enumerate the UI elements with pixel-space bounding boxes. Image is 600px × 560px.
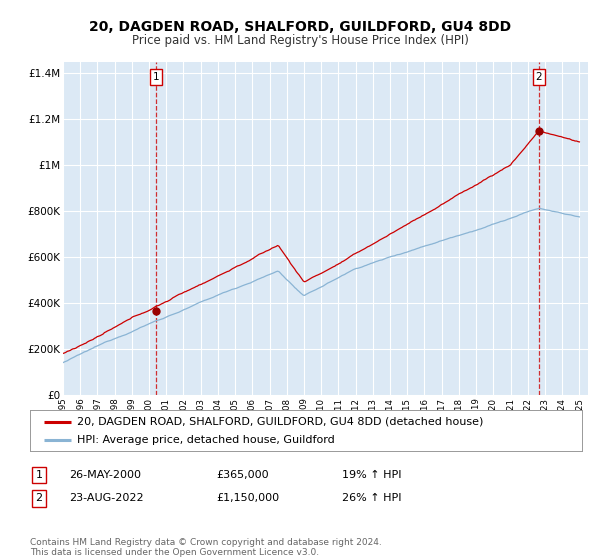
Text: Price paid vs. HM Land Registry's House Price Index (HPI): Price paid vs. HM Land Registry's House … bbox=[131, 34, 469, 46]
Text: 26% ↑ HPI: 26% ↑ HPI bbox=[342, 493, 401, 503]
Text: £1,150,000: £1,150,000 bbox=[216, 493, 279, 503]
Text: 23-AUG-2022: 23-AUG-2022 bbox=[69, 493, 143, 503]
Text: Contains HM Land Registry data © Crown copyright and database right 2024.
This d: Contains HM Land Registry data © Crown c… bbox=[30, 538, 382, 557]
Text: 2: 2 bbox=[536, 72, 542, 82]
Text: 2: 2 bbox=[35, 493, 43, 503]
Text: 20, DAGDEN ROAD, SHALFORD, GUILDFORD, GU4 8DD: 20, DAGDEN ROAD, SHALFORD, GUILDFORD, GU… bbox=[89, 20, 511, 34]
Text: 19% ↑ HPI: 19% ↑ HPI bbox=[342, 470, 401, 480]
Text: £365,000: £365,000 bbox=[216, 470, 269, 480]
Text: HPI: Average price, detached house, Guildford: HPI: Average price, detached house, Guil… bbox=[77, 435, 335, 445]
Text: 1: 1 bbox=[152, 72, 159, 82]
Text: 1: 1 bbox=[35, 470, 43, 480]
Text: 26-MAY-2000: 26-MAY-2000 bbox=[69, 470, 141, 480]
Text: 20, DAGDEN ROAD, SHALFORD, GUILDFORD, GU4 8DD (detached house): 20, DAGDEN ROAD, SHALFORD, GUILDFORD, GU… bbox=[77, 417, 483, 427]
